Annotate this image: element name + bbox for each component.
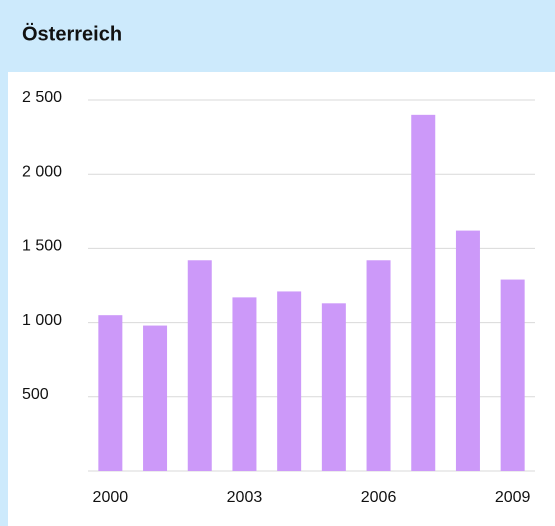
y-tick-label: 2 000: [22, 163, 62, 180]
y-tick-label: 1 000: [22, 312, 62, 329]
header: [0, 0, 555, 72]
y-tick-label: 500: [22, 386, 49, 403]
x-tick-label: 2003: [227, 489, 263, 506]
bar: [411, 114, 436, 471]
bar: [187, 260, 212, 471]
bar: [232, 297, 257, 471]
chart-title: Österreich: [22, 22, 122, 45]
bar: [455, 230, 480, 471]
y-tick-label: 1 500: [22, 238, 62, 255]
y-tick-label: 2 500: [22, 89, 62, 106]
x-tick-label: 2006: [361, 489, 397, 506]
bar: [321, 303, 346, 471]
x-tick-label: 2000: [93, 489, 129, 506]
bar: [98, 315, 123, 471]
left-strip: [0, 72, 8, 526]
bar: [143, 325, 168, 471]
x-tick-label: 2009: [495, 489, 531, 506]
bar: [277, 291, 302, 471]
bar: [500, 279, 525, 471]
bar: [366, 260, 391, 471]
